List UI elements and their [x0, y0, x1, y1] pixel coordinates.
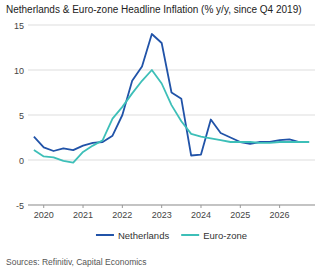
y-tick-label: 10 — [14, 66, 24, 76]
y-tick-label: 0 — [19, 156, 24, 166]
legend-swatch — [96, 234, 114, 236]
grid-line — [28, 70, 315, 71]
x-tick — [83, 205, 84, 208]
grid-line — [28, 115, 315, 116]
x-tick-label: 2024 — [191, 210, 211, 220]
x-tick — [200, 205, 201, 208]
series-line — [34, 70, 309, 163]
x-tick — [43, 205, 44, 208]
y-tick-label: 5 — [19, 111, 24, 121]
x-tick-label: 2022 — [112, 210, 132, 220]
source: Sources: Refinitiv, Capital Economics — [6, 257, 147, 267]
x-tick — [279, 205, 280, 208]
series-line — [34, 34, 309, 156]
title-line: Netherlands & Euro-zone Headline Inflati… — [6, 4, 302, 15]
grid-line — [28, 205, 315, 206]
y-tick-label: 15 — [14, 21, 24, 31]
x-tick-label: 2021 — [73, 210, 93, 220]
x-tick-label: 2026 — [270, 210, 290, 220]
plot-area — [34, 34, 309, 163]
y-tick-label: -5 — [16, 201, 24, 211]
grid-line — [28, 160, 315, 161]
grid-line — [28, 25, 315, 26]
legend: Netherlands Euro-zone — [96, 230, 247, 241]
x-tick-label: 2020 — [34, 210, 54, 220]
legend-label: Euro-zone — [203, 230, 247, 241]
x-tick — [161, 205, 162, 208]
x-tick — [240, 205, 241, 208]
title: Netherlands & Euro-zone Headline Inflati… — [6, 4, 302, 15]
legend-label: Netherlands — [118, 230, 169, 241]
x-tick — [122, 205, 123, 208]
legend-swatch — [181, 234, 199, 236]
x-axis-line — [28, 205, 315, 206]
x-tick-label: 2025 — [230, 210, 250, 220]
chart: Netherlands & Euro-zone Headline Inflati… — [0, 0, 325, 273]
x-tick-label: 2023 — [152, 210, 172, 220]
